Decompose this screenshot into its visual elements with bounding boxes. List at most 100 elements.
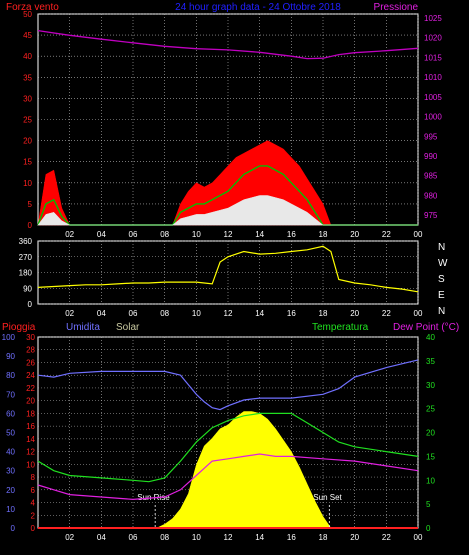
wind-ytick-label: 35 — [23, 73, 32, 82]
wind-xtick-label: 00 — [414, 230, 423, 239]
pressure-ytick-label: 980 — [424, 191, 438, 200]
wind-xtick-label: 16 — [287, 230, 296, 239]
rain-ytick-label: 18 — [26, 409, 35, 418]
wind-ytick-label: 25 — [23, 116, 32, 125]
wind-ytick-label: 0 — [28, 221, 33, 230]
legend-temperature: Temperatura — [312, 322, 369, 333]
humidity-ytick-label: 70 — [6, 390, 15, 399]
rain-ytick-label: 28 — [26, 346, 35, 355]
humidity-ytick-label: 10 — [6, 505, 15, 514]
temperature-ytick-label: 5 — [426, 500, 431, 509]
wind-xtick-label: 22 — [382, 230, 391, 239]
pressure-axis-label: Pressione — [374, 2, 419, 13]
direction-xtick-label: 06 — [129, 309, 138, 318]
rain-xtick-label: 08 — [160, 533, 169, 542]
pressure-ytick-label: 985 — [424, 172, 438, 181]
dewpoint-line — [37, 453, 419, 501]
legend-rain: Pioggia — [2, 322, 36, 333]
rain-xtick-label: 20 — [350, 533, 359, 542]
compass-letter: W — [438, 258, 448, 269]
wind-xtick-label: 10 — [192, 230, 201, 239]
temperature-ytick-label: 20 — [426, 429, 435, 438]
pressure-ytick-label: 1020 — [424, 34, 442, 43]
wind-xtick-label: 12 — [224, 230, 233, 239]
temperature-ytick-label: 25 — [426, 405, 435, 414]
wind-axis-label: Forza vento — [6, 2, 59, 13]
rain-xtick-label: 02 — [65, 533, 74, 542]
humidity-line — [37, 359, 419, 411]
rain-ytick-label: 30 — [26, 333, 35, 342]
direction-xtick-label: 20 — [350, 309, 359, 318]
humidity-ytick-label: 0 — [11, 524, 16, 533]
chart-title: 24 hour graph data - 24 Ottobre 2018 — [175, 2, 341, 13]
direction-ytick-label: 270 — [19, 253, 33, 262]
wind-ytick-label: 30 — [23, 94, 32, 103]
temperature-ytick-label: 40 — [426, 333, 435, 342]
wind-ytick-label: 10 — [23, 179, 32, 188]
pressure-ytick-label: 995 — [424, 132, 438, 141]
direction-xtick-label: 22 — [382, 309, 391, 318]
rain-xtick-label: 16 — [287, 533, 296, 542]
temperature-ytick-label: 15 — [426, 452, 435, 461]
rain-ytick-label: 20 — [26, 397, 35, 406]
direction-xtick-label: 14 — [255, 309, 264, 318]
compass-letter: S — [438, 274, 445, 285]
legend-humidity: Umidita — [66, 322, 100, 333]
compass-letter: N — [438, 306, 445, 317]
humidity-ytick-label: 50 — [6, 429, 15, 438]
rain-xtick-label: 04 — [97, 533, 106, 542]
rain-ytick-label: 6 — [31, 486, 36, 495]
rain-xtick-label: 00 — [414, 533, 423, 542]
direction-ytick-label: 180 — [19, 269, 33, 278]
solar-area — [156, 411, 332, 529]
pressure-ytick-label: 1015 — [424, 53, 442, 62]
direction-xtick-label: 12 — [224, 309, 233, 318]
direction-xtick-label: 18 — [319, 309, 328, 318]
pressure-ytick-label: 975 — [424, 211, 438, 220]
rain-ytick-label: 14 — [26, 435, 35, 444]
wind-xtick-label: 08 — [160, 230, 169, 239]
pressure-line — [37, 29, 419, 60]
humidity-ytick-label: 30 — [6, 467, 15, 476]
direction-xtick-label: 08 — [160, 309, 169, 318]
rain-ytick-label: 4 — [31, 499, 36, 508]
pressure-ytick-label: 1000 — [424, 113, 442, 122]
humidity-ytick-label: 40 — [6, 448, 15, 457]
rain-xtick-label: 14 — [255, 533, 264, 542]
humidity-ytick-label: 90 — [6, 352, 15, 361]
wind-ytick-label: 15 — [23, 158, 32, 167]
pressure-ytick-label: 990 — [424, 152, 438, 161]
pressure-ytick-label: 1010 — [424, 73, 442, 82]
wind-xtick-label: 06 — [129, 230, 138, 239]
rain-xtick-label: 22 — [382, 533, 391, 542]
wind-ytick-label: 45 — [23, 31, 32, 40]
humidity-ytick-label: 100 — [2, 333, 16, 342]
wind-ytick-label: 40 — [23, 52, 32, 61]
rain-ytick-label: 0 — [31, 524, 36, 533]
direction-xtick-label: 10 — [192, 309, 201, 318]
wind-xtick-label: 02 — [65, 230, 74, 239]
temperature-ytick-label: 10 — [426, 476, 435, 485]
direction-xtick-label: 16 — [287, 309, 296, 318]
direction-ytick-label: 360 — [19, 237, 33, 246]
temperature-ytick-label: 30 — [426, 381, 435, 390]
direction-xtick-label: 02 — [65, 309, 74, 318]
rain-xtick-label: 10 — [192, 533, 201, 542]
rain-ytick-label: 26 — [26, 358, 35, 367]
pressure-ytick-label: 1025 — [424, 14, 442, 23]
compass-letter: N — [438, 242, 445, 253]
humidity-ytick-label: 20 — [6, 486, 15, 495]
temperature-ytick-label: 0 — [426, 524, 431, 533]
rain-ytick-label: 2 — [31, 511, 36, 520]
wind-xtick-label: 14 — [255, 230, 264, 239]
humidity-ytick-label: 60 — [6, 409, 15, 418]
rain-ytick-label: 12 — [26, 448, 35, 457]
compass-letter: E — [438, 290, 445, 301]
wind-ytick-label: 20 — [23, 137, 32, 146]
temperature-line — [37, 412, 419, 483]
rain-xtick-label: 12 — [224, 533, 233, 542]
wind-low-area — [37, 195, 418, 226]
sunset-annotation: Sun Set — [313, 493, 342, 502]
direction-ytick-label: 0 — [28, 300, 33, 309]
